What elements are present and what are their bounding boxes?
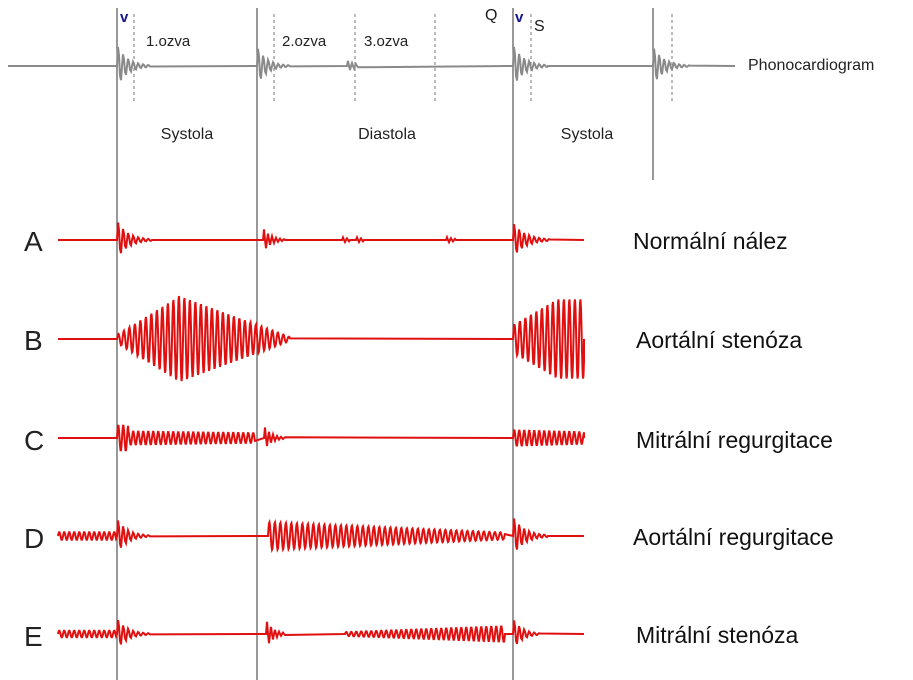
trace-aortic-stenosis [58, 295, 585, 382]
row-name-mitral-stenosis: Mitrální stenóza [636, 622, 799, 648]
marker-glyph-v: v [515, 9, 524, 26]
phase-label-systola-next: Systola [561, 126, 614, 143]
row-letter-c: C [24, 425, 44, 456]
marker-s-label: S [534, 18, 545, 35]
row-name-aortic-stenosis: Aortální stenóza [636, 327, 802, 353]
phonocardiogram-trace [8, 46, 736, 81]
trace-mitral-regurgitation [58, 424, 585, 452]
phase-label-diastola: Diastola [358, 126, 416, 143]
sound-label-3: 3.ozva [364, 33, 409, 50]
row-name-mitral-regurgitation: Mitrální regurgitace [636, 427, 833, 453]
row-name-aortic-regurgitation: Aortální regurgitace [633, 524, 834, 550]
row-letter-a: A [24, 226, 43, 257]
marker-q-label: Q [485, 7, 497, 24]
row-letter-d: D [24, 523, 44, 554]
row-letter-e: E [24, 621, 43, 652]
sound-label-1: 1.ozva [146, 33, 191, 50]
sound-label-2: 2.ozva [282, 33, 327, 50]
marker-glyph-v: v [120, 9, 129, 26]
trace-aortic-regurgitation [57, 518, 584, 554]
trace-normal [58, 222, 585, 254]
trace-mitral-stenosis [57, 620, 585, 645]
row-name-normal: Normální nález [633, 228, 788, 254]
phonocardiogram-label: Phonocardiogram [748, 57, 874, 74]
dashed-markers [133, 14, 673, 102]
phase-label-systola: Systola [161, 126, 214, 143]
row-letter-b: B [24, 325, 43, 356]
